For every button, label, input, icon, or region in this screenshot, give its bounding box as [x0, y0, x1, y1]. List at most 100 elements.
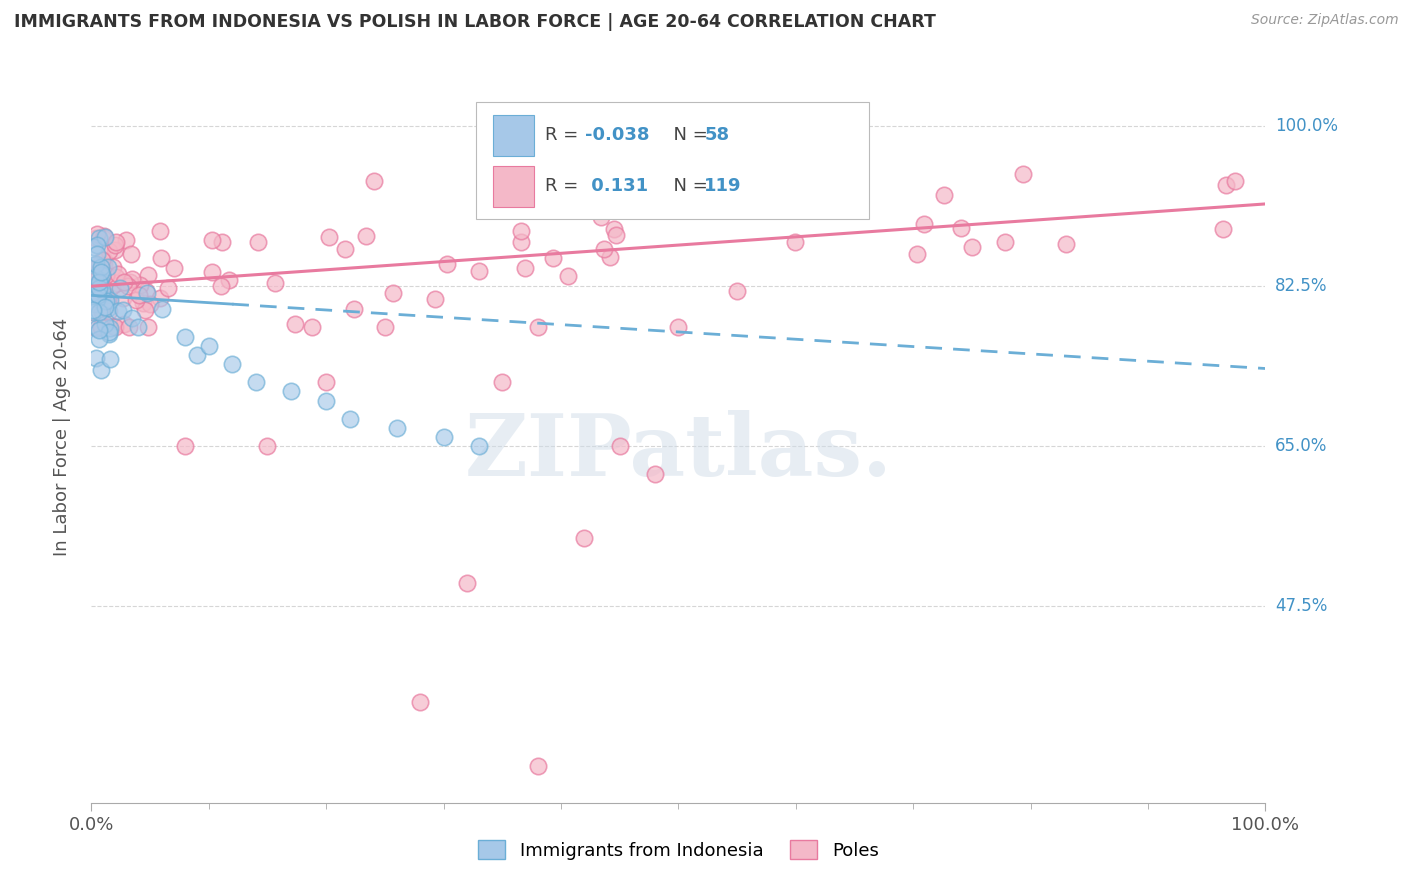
- Point: [83, 284, 105, 298]
- Point: [104, 244, 127, 258]
- Point: [91, 283, 114, 297]
- Point: [174, 329, 197, 343]
- Point: [513, 260, 536, 275]
- Point: [315, 375, 337, 389]
- Point: [1012, 167, 1035, 181]
- Text: ZIPatlas.: ZIPatlas.: [464, 409, 893, 493]
- Text: 119: 119: [704, 178, 742, 195]
- Point: [90, 252, 112, 267]
- Point: [121, 272, 143, 286]
- Point: [339, 412, 361, 426]
- Point: [201, 233, 224, 247]
- Point: [90, 260, 112, 275]
- Point: [526, 320, 548, 334]
- Point: [98, 351, 121, 366]
- Point: [86, 272, 108, 286]
- Point: [84, 269, 107, 284]
- Point: [86, 277, 108, 292]
- Text: N =: N =: [662, 178, 714, 195]
- Point: [84, 297, 107, 311]
- Point: [84, 231, 107, 245]
- Point: [157, 281, 180, 295]
- Text: N =: N =: [662, 127, 714, 145]
- Point: [135, 284, 157, 298]
- Point: [107, 303, 129, 318]
- Point: [725, 284, 748, 298]
- Point: [134, 302, 156, 317]
- Point: [315, 393, 337, 408]
- Point: [91, 268, 114, 283]
- Point: [93, 252, 115, 267]
- Point: [87, 231, 110, 245]
- Text: 0.131: 0.131: [585, 178, 648, 195]
- Point: [557, 268, 579, 283]
- Point: [436, 257, 458, 271]
- Point: [218, 272, 240, 286]
- Point: [82, 285, 104, 300]
- Point: [94, 230, 117, 244]
- Point: [82, 282, 104, 296]
- Point: [93, 259, 115, 273]
- Point: [89, 281, 111, 295]
- Point: [1212, 222, 1234, 236]
- Point: [90, 320, 112, 334]
- Point: [80, 274, 103, 288]
- Point: [90, 265, 112, 279]
- Point: [86, 247, 108, 261]
- Point: [98, 320, 121, 334]
- Point: [905, 246, 928, 260]
- Point: [1054, 237, 1077, 252]
- Point: [89, 275, 111, 289]
- Point: [1215, 178, 1237, 193]
- Point: [128, 287, 150, 301]
- Point: [86, 238, 108, 252]
- Point: [93, 317, 115, 331]
- Point: [120, 247, 142, 261]
- Point: [603, 222, 626, 236]
- Point: [82, 302, 104, 317]
- Point: [105, 277, 128, 291]
- Point: [697, 187, 720, 202]
- Point: [104, 320, 127, 334]
- Point: [211, 235, 233, 250]
- Point: [783, 235, 806, 249]
- Point: [599, 250, 621, 264]
- Point: [118, 275, 141, 289]
- Point: [543, 251, 565, 265]
- Point: [87, 323, 110, 337]
- Point: [354, 228, 377, 243]
- Point: [82, 305, 104, 319]
- Point: [84, 351, 107, 365]
- Point: [509, 224, 531, 238]
- Point: [994, 235, 1017, 249]
- Point: [89, 332, 111, 346]
- Point: [468, 439, 491, 453]
- Point: [101, 318, 124, 333]
- Point: [644, 467, 666, 481]
- Text: 47.5%: 47.5%: [1275, 598, 1327, 615]
- Text: IMMIGRANTS FROM INDONESIA VS POLISH IN LABOR FORCE | AGE 20-64 CORRELATION CHART: IMMIGRANTS FROM INDONESIA VS POLISH IN L…: [14, 13, 936, 31]
- Point: [97, 260, 120, 274]
- Point: [112, 276, 135, 290]
- Point: [409, 695, 432, 709]
- Point: [605, 228, 627, 243]
- Point: [87, 266, 110, 280]
- Point: [335, 242, 357, 256]
- Point: [107, 267, 129, 281]
- Text: 100.0%: 100.0%: [1275, 117, 1339, 136]
- Point: [98, 327, 121, 342]
- Point: [592, 242, 614, 256]
- Point: [86, 320, 108, 334]
- Text: R =: R =: [546, 178, 585, 195]
- Point: [84, 261, 107, 276]
- Point: [247, 235, 270, 249]
- Point: [83, 240, 105, 254]
- Point: [343, 302, 366, 317]
- Point: [284, 317, 307, 331]
- Point: [491, 375, 513, 389]
- Point: [149, 224, 172, 238]
- Point: [666, 320, 689, 334]
- Point: [86, 288, 108, 302]
- Point: [136, 268, 159, 282]
- Point: [201, 265, 224, 279]
